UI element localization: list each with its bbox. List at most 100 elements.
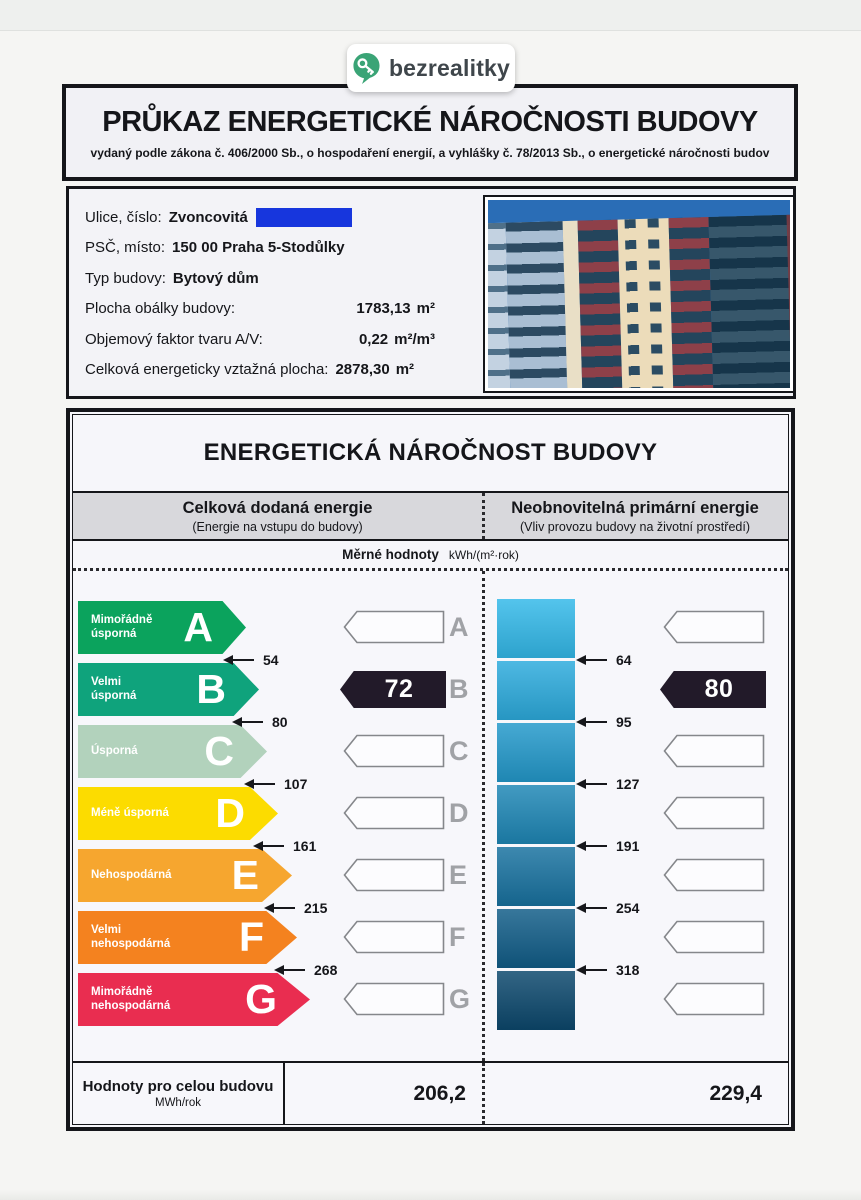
empty-rating-arrow xyxy=(343,610,445,644)
whole-building-values-row: Hodnoty pro celou budovu MWh/rok 206,2 2… xyxy=(73,1061,788,1124)
window-strip xyxy=(624,218,641,388)
info-row-envelope: Plocha obálky budovy: 1783,13 m² xyxy=(85,294,435,325)
info-row-area: Celková energeticky vztažná plocha: 2878… xyxy=(85,355,435,386)
threshold-value: 254 xyxy=(616,900,640,916)
envelope-label: Plocha obálky budovy: xyxy=(85,300,236,318)
threshold-value: 80 xyxy=(272,714,288,730)
info-row-type: Typ budovy: Bytový dům xyxy=(85,263,435,294)
threshold-marker: 95 xyxy=(576,714,632,730)
column-header-primary-energy: Neobnovitelná primární energie (Vliv pro… xyxy=(482,493,788,539)
totals-unit: MWh/rok xyxy=(155,1097,201,1109)
street-label: Ulice, číslo: xyxy=(85,208,162,226)
total-delivered-energy: 206,2 xyxy=(413,1081,466,1105)
threshold-value: 64 xyxy=(616,652,632,668)
rating-value-delivered: 72 xyxy=(384,675,414,703)
city-label: PSČ, místo: xyxy=(85,239,166,257)
band-letter: B xyxy=(196,666,226,712)
energy-band-c: Úsporná C xyxy=(78,725,267,778)
primary-energy-bar xyxy=(497,785,575,844)
totals-label-cell: Hodnoty pro celou budovu MWh/rok xyxy=(73,1063,285,1124)
area-value: 2878,30 xyxy=(335,361,390,379)
certificate-header: PRŮKAZ ENERGETICKÉ NÁROČNOSTI BUDOVY vyd… xyxy=(62,84,798,181)
empty-rating-arrow xyxy=(663,982,765,1016)
empty-rating-arrow xyxy=(343,920,445,954)
info-row-city: PSČ, místo: 150 00 Praha 5-Stodůlky xyxy=(85,233,435,264)
facade-red-balconies xyxy=(577,219,623,388)
primary-energy-bar xyxy=(497,599,575,658)
type-label: Typ budovy: xyxy=(85,269,166,287)
threshold-arrow-icon xyxy=(576,965,607,975)
energy-band-b: Velmi úsporná B xyxy=(78,663,259,716)
rating-arrow-delivered: 72 xyxy=(340,671,446,708)
totals-divider xyxy=(482,1063,485,1124)
energy-band-f: Velmi nehospodárná F xyxy=(78,911,297,964)
threshold-marker: 107 xyxy=(244,776,308,792)
map-pin-key-icon xyxy=(353,52,380,84)
info-row-street: Ulice, číslo: Zvoncovitá xyxy=(85,202,435,233)
threshold-value: 215 xyxy=(304,900,328,916)
empty-rating-arrow xyxy=(663,858,765,892)
threshold-arrow-icon xyxy=(274,965,305,975)
threshold-marker: 127 xyxy=(576,776,639,792)
threshold-marker: 64 xyxy=(576,652,632,668)
bezrealitky-logo: bezrealitky xyxy=(347,44,515,92)
energy-performance-box: ENERGETICKÁ NÁROČNOST BUDOVY Celková dod… xyxy=(66,408,795,1131)
threshold-marker: 54 xyxy=(223,652,279,668)
band-letter: G xyxy=(245,976,277,1022)
band-label: Nehospodárná xyxy=(91,868,172,881)
threshold-arrow-icon xyxy=(576,717,607,727)
envelope-unit: m² xyxy=(416,300,435,318)
empty-rating-arrow xyxy=(343,734,445,768)
left-column-title: Celková dodaná energie xyxy=(182,498,373,517)
factor-unit: m²/m³ xyxy=(394,330,435,348)
rating-value-primary: 80 xyxy=(704,675,734,703)
threshold-arrow-icon xyxy=(576,903,607,913)
total-primary-energy: 229,4 xyxy=(709,1081,762,1105)
threshold-marker: 268 xyxy=(274,962,337,978)
empty-rating-arrow xyxy=(663,610,765,644)
envelope-value: 1783,13 xyxy=(356,300,411,318)
empty-rating-arrow xyxy=(343,858,445,892)
band-letter: A xyxy=(183,604,213,650)
band-label: Mimořádně úsporná xyxy=(91,613,153,640)
scan-edge xyxy=(0,0,861,31)
scale-letter: C xyxy=(449,736,469,766)
scale-letter: A xyxy=(449,612,469,642)
redaction-bar xyxy=(255,207,352,227)
units-value: kWh/(m²·rok) xyxy=(448,547,519,562)
threshold-marker: 215 xyxy=(264,900,328,916)
threshold-arrow-icon xyxy=(244,779,275,789)
units-label: Měrné hodnoty xyxy=(342,547,439,562)
scale-letter: D xyxy=(449,798,469,828)
facade-balconies xyxy=(505,220,568,388)
threshold-marker: 191 xyxy=(576,838,639,854)
primary-energy-bar xyxy=(497,971,575,1030)
threshold-marker: 80 xyxy=(232,714,288,730)
band-label: Mimořádně nehospodárná xyxy=(91,985,171,1012)
threshold-value: 107 xyxy=(284,776,308,792)
threshold-value: 95 xyxy=(616,714,632,730)
left-column-subtitle: (Energie na vstupu do budovy) xyxy=(192,519,363,534)
facade-red-balconies xyxy=(668,216,714,388)
certificate-title: PRŮKAZ ENERGETICKÉ NÁROČNOSTI BUDOVY xyxy=(102,105,758,138)
band-label: Velmi úsporná xyxy=(91,675,137,702)
scale-letter: G xyxy=(449,984,471,1014)
threshold-value: 318 xyxy=(616,962,640,978)
empty-rating-arrow xyxy=(343,982,445,1016)
threshold-arrow-icon xyxy=(576,655,607,665)
band-letter: D xyxy=(215,790,245,836)
columns-header: Celková dodaná energie (Energie na vstup… xyxy=(73,491,788,541)
primary-energy-bar xyxy=(497,661,575,720)
energy-band-g: Mimořádně nehospodárná G xyxy=(78,973,310,1026)
right-column-title: Neobnovitelná primární energie xyxy=(511,498,759,517)
building-photo-image xyxy=(488,200,790,388)
area-label: Celková energeticky vztažná plocha: xyxy=(85,361,329,379)
totals-label: Hodnoty pro celou budovu xyxy=(82,1078,274,1095)
threshold-marker: 254 xyxy=(576,900,640,916)
threshold-value: 161 xyxy=(293,838,317,854)
scale-letter: F xyxy=(449,922,466,952)
empty-rating-arrow xyxy=(343,796,445,830)
street-value: Zvoncovitá xyxy=(168,208,248,226)
scan-edge xyxy=(0,1190,861,1200)
